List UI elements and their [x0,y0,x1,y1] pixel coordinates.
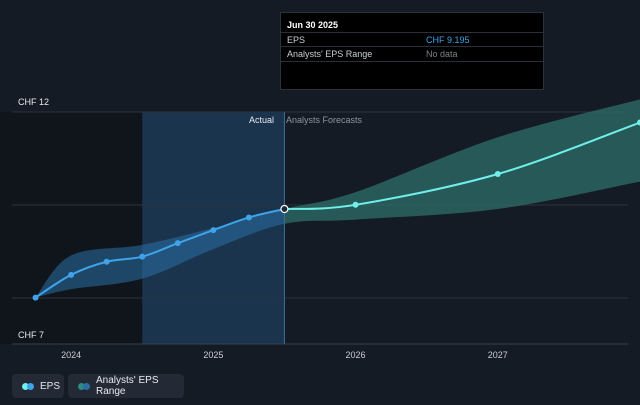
tooltip-eps-label: EPS [287,35,306,45]
eps-point[interactable] [32,294,39,301]
x-tick-label: 2024 [61,350,81,360]
forecast-point[interactable] [352,201,359,208]
past-period-background [0,112,143,344]
legend-eps-label: EPS [40,380,61,392]
eps-forecast-line [284,121,640,211]
legend-eps[interactable]: EPS [12,374,64,398]
legend-range-label: Analysts' EPS Range [96,375,159,397]
actual-label: Actual [249,115,274,125]
legend-eps-range[interactable]: Analysts' EPS Range [68,374,184,398]
eps-range-legend-icon [78,382,90,390]
gridlines [12,111,628,345]
x-tick-label: 2027 [488,350,508,360]
forecast-label: Analysts Forecasts [286,115,363,125]
forecast-point[interactable] [494,171,501,178]
tooltip-row-eps: EPS CHF 9.195 [281,32,543,47]
eps-point[interactable] [280,204,289,214]
eps-line [35,208,285,299]
eps-point[interactable] [174,240,181,247]
y-axis-bottom-label: CHF 7 [18,330,44,340]
eps-point[interactable] [245,214,252,221]
eps-legend-icon [22,382,34,390]
x-tick-label: 2026 [346,350,366,360]
tooltip-eps-value: CHF 9.195 [426,35,470,45]
x-tick-label: 2025 [203,350,223,360]
eps-point[interactable] [103,258,110,265]
eps-range-area [35,99,640,298]
eps-point[interactable] [210,227,217,234]
tooltip-range-label: Analysts' EPS Range [287,49,373,59]
tooltip-range-value: No data [426,49,458,59]
tooltip-row-range: Analysts' EPS Range No data [281,46,543,62]
y-axis-top-label: CHF 12 [18,97,49,107]
eps-point[interactable] [139,253,146,260]
forecast-point[interactable] [637,119,640,126]
x-axis-ticks: 2024 2025 2026 2027 [61,350,508,360]
data-points [32,119,640,301]
tooltip-date: Jun 30 2025 [287,20,339,30]
eps-point[interactable] [68,271,75,278]
tooltip: Jun 30 2025 EPS CHF 9.195 Analysts' EPS … [280,12,544,90]
